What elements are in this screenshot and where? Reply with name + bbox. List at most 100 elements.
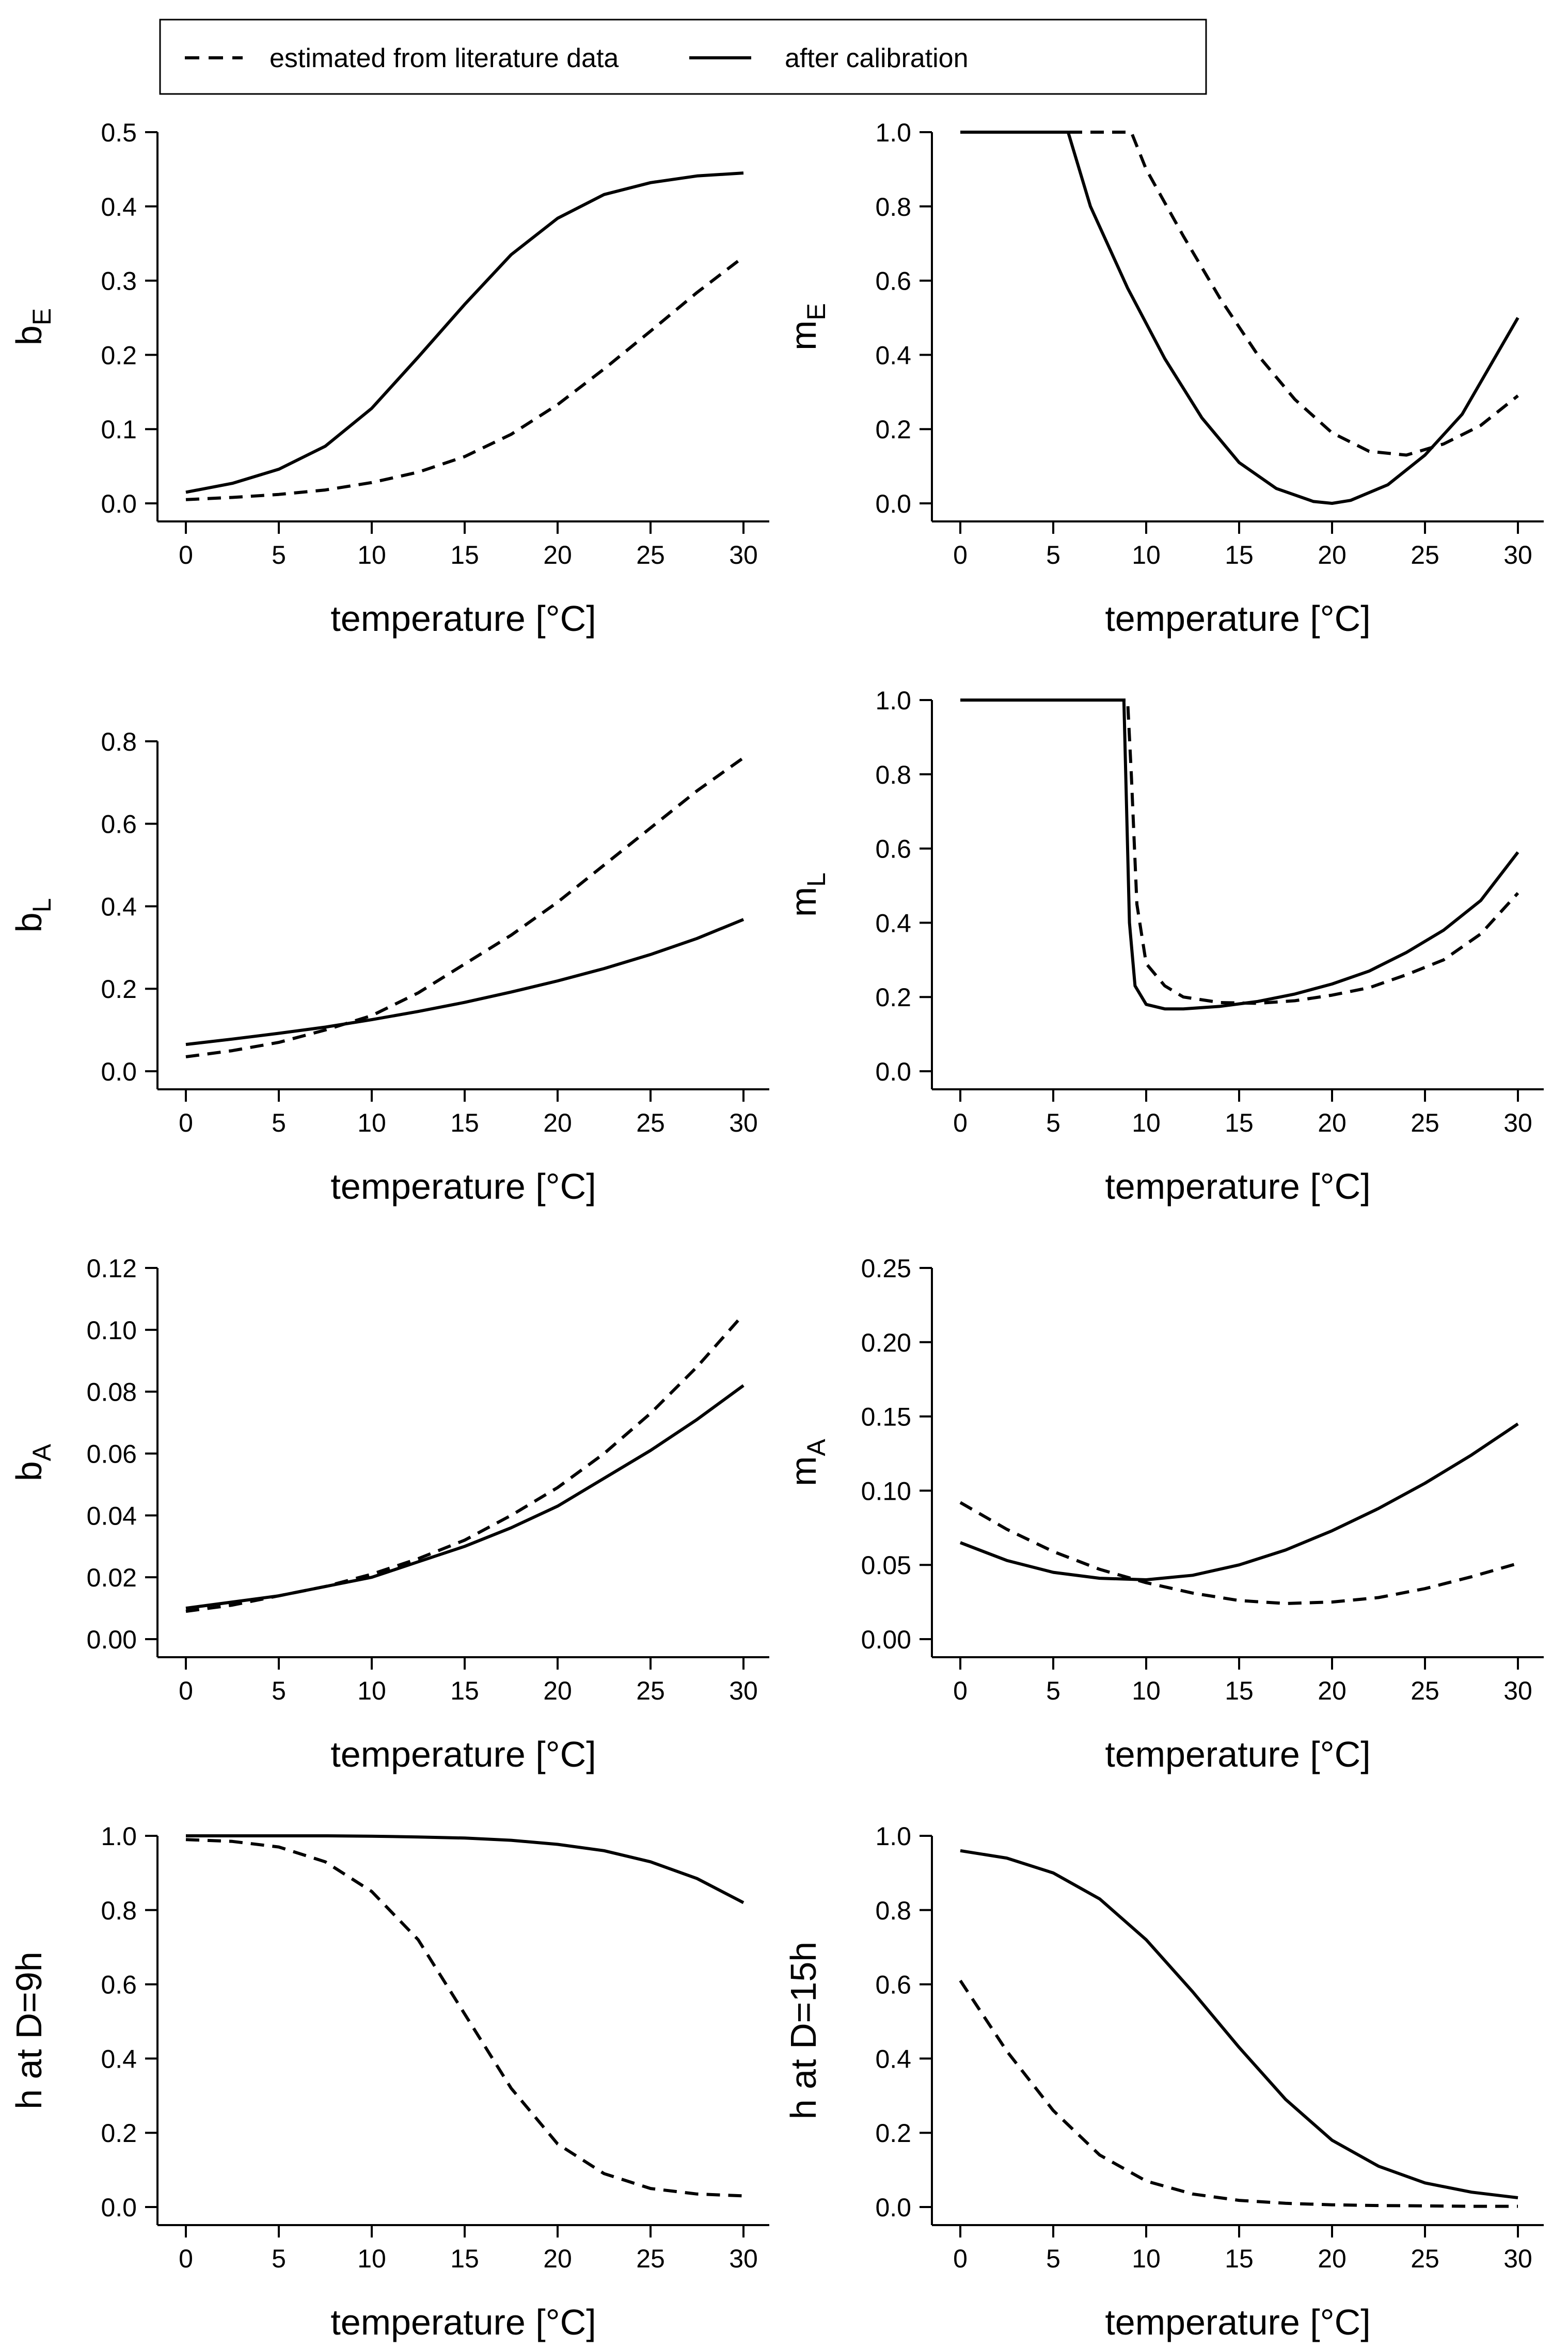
series-line-calibrated <box>960 131 1519 505</box>
series-line-estimated <box>959 1979 1518 2208</box>
x-tick-label: 0 <box>179 1108 193 1137</box>
x-tick-label: 10 <box>357 1676 386 1705</box>
legend: estimated from literature data after cal… <box>159 19 1207 95</box>
x-tick-label: 20 <box>1318 1676 1347 1705</box>
y-tick-label: 0.2 <box>875 415 911 444</box>
y-axis-title: mL <box>783 872 831 917</box>
series-line-calibrated <box>959 1422 1519 1581</box>
y-tick-label: 0.6 <box>875 835 911 864</box>
x-tick-label: 5 <box>1046 1676 1060 1705</box>
chart-panel-1: 0 5 10 15 20 25 30 0.0 0.1 0.2 0.3 0.4 0.5 temperatur… <box>9 118 769 639</box>
y-tick-label: 0.0 <box>875 489 911 518</box>
y-tick-label: 0.25 <box>861 1254 911 1283</box>
x-tick-label: 10 <box>1132 1676 1161 1705</box>
x-tick-label: 15 <box>450 1676 479 1705</box>
x-tick-label: 15 <box>1225 2244 1254 2273</box>
y-axis-title-subscript: L <box>27 898 56 913</box>
x-tick-label: 10 <box>357 1108 386 1137</box>
series-line-calibrated <box>186 1834 745 1904</box>
y-tick-label: 0.8 <box>101 1896 137 1925</box>
series-line-estimated <box>185 1838 744 2198</box>
y-axis-title-subscript: A <box>27 1443 56 1461</box>
x-axis-title: temperature [°C] <box>330 1166 596 1207</box>
y-tick-label: 0.6 <box>101 1971 137 1999</box>
x-axis-title: temperature [°C] <box>1105 1734 1370 1774</box>
y-tick-label: 0.2 <box>101 975 137 1004</box>
x-tick-label: 0 <box>953 541 968 569</box>
series-line-calibrated <box>185 1384 745 1610</box>
y-tick-label: 0.02 <box>87 1563 137 1592</box>
y-axis-title: h at D=15h <box>783 1942 823 2119</box>
x-tick-label: 20 <box>1318 2244 1347 2273</box>
y-tick-label: 0.00 <box>87 1625 137 1654</box>
x-tick-label: 0 <box>953 1676 968 1705</box>
y-tick-label: 0.4 <box>875 909 911 938</box>
x-tick-label: 25 <box>1411 541 1439 569</box>
series-line-estimated <box>959 1501 1518 1605</box>
chart-panel-3: 0 5 10 15 20 25 30 0.0 0.2 0.4 0.6 0.8 temperature [… <box>9 727 769 1207</box>
y-axis-title: bE <box>9 308 56 345</box>
x-tick-label: 25 <box>636 1108 665 1137</box>
chart-panel-5: 0 5 10 15 20 25 30 0.00 0.02 0.04 0.06 0.08 0.10 0.12… <box>9 1254 769 1774</box>
y-tick-label: 0.0 <box>875 2193 911 2222</box>
x-axis-title: temperature [°C] <box>1105 1166 1370 1207</box>
y-tick-label: 0.2 <box>875 2119 911 2148</box>
y-tick-label: 0.04 <box>87 1501 137 1530</box>
series-line-estimated <box>960 131 1519 457</box>
chart-panel-6: 0 5 10 15 20 25 30 0.00 0.05 0.10 0.15 0.20 0.25 temp… <box>783 1254 1544 1774</box>
y-tick-label: 0.4 <box>101 2044 137 2073</box>
y-tick-label: 0.6 <box>875 1971 911 1999</box>
x-tick-label: 10 <box>1132 1108 1161 1137</box>
x-tick-label: 25 <box>1411 2244 1439 2273</box>
y-axis-title-main: h at D=9h <box>9 1951 49 2109</box>
x-tick-label: 25 <box>636 2244 665 2273</box>
y-tick-label: 0.0 <box>875 1057 911 1086</box>
y-axis-title-main: b <box>9 912 49 932</box>
y-tick-label: 1.0 <box>875 118 911 147</box>
x-tick-label: 15 <box>450 1108 479 1137</box>
x-axis-title: temperature [°C] <box>1105 598 1370 639</box>
x-tick-label: 0 <box>953 2244 968 2273</box>
y-tick-label: 0.3 <box>101 267 137 296</box>
panels: 0 5 10 15 20 25 30 0.0 0.1 0.2 0.3 0.4 0.5 temperatur… <box>9 118 1544 2342</box>
x-tick-label: 30 <box>729 1676 758 1705</box>
y-tick-label: 0.8 <box>875 760 911 789</box>
x-tick-label: 15 <box>1225 1676 1254 1705</box>
x-tick-label: 5 <box>272 1676 286 1705</box>
y-axis-title-main: b <box>9 325 49 345</box>
x-tick-label: 20 <box>1318 541 1347 569</box>
x-tick-label: 0 <box>179 2244 193 2273</box>
y-tick-label: 0.6 <box>875 267 911 296</box>
y-tick-label: 0.12 <box>87 1254 137 1283</box>
y-tick-label: 0.0 <box>101 489 137 518</box>
x-tick-label: 20 <box>543 1108 572 1137</box>
y-axis-title-subscript: L <box>802 872 831 887</box>
y-tick-label: 0.8 <box>101 727 137 756</box>
legend-solid-label: after calibration <box>785 43 969 73</box>
x-tick-label: 10 <box>357 2244 386 2273</box>
series-line-estimated <box>960 699 1519 1005</box>
y-axis-title-main: h at D=15h <box>783 1942 823 2119</box>
x-tick-label: 30 <box>729 541 758 569</box>
y-tick-label: 0.10 <box>87 1316 137 1345</box>
y-axis-title-subscript: E <box>802 303 831 320</box>
y-axis-title-main: m <box>783 1456 823 1486</box>
chart-panel-2: 0 5 10 15 20 25 30 0.0 0.2 0.4 0.6 0.8 1.0 temperatur… <box>783 118 1544 639</box>
x-tick-label: 5 <box>272 2244 286 2273</box>
legend-box <box>159 19 1207 95</box>
x-tick-label: 15 <box>1225 541 1254 569</box>
legend-dashed-label: estimated from literature data <box>270 43 619 73</box>
series-line-estimated <box>185 1313 745 1613</box>
y-axis-title-main: m <box>783 887 823 917</box>
x-tick-label: 30 <box>729 2244 758 2273</box>
x-tick-label: 10 <box>1132 541 1161 569</box>
y-axis-title-subscript: E <box>27 308 56 325</box>
x-tick-label: 20 <box>543 541 572 569</box>
x-tick-label: 30 <box>1503 1676 1532 1705</box>
x-tick-label: 20 <box>543 1676 572 1705</box>
y-tick-label: 0.08 <box>87 1378 137 1407</box>
x-tick-label: 25 <box>1411 1108 1439 1137</box>
chart-panel-4: 0 5 10 15 20 25 30 0.0 0.2 0.4 0.6 0.8 1.0 temperatur… <box>783 686 1544 1207</box>
y-tick-label: 0.4 <box>101 193 137 221</box>
